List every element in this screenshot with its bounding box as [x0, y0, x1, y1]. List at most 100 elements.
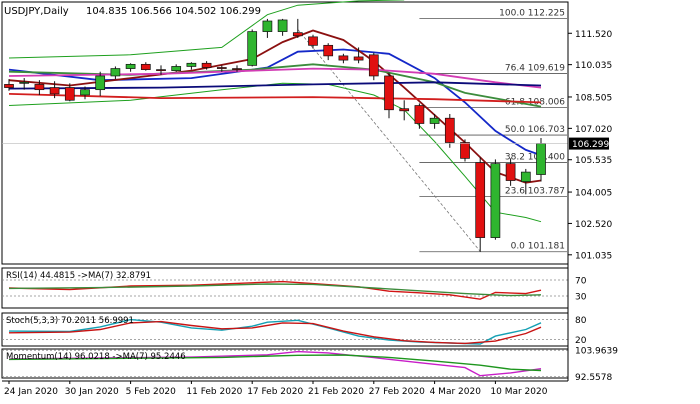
- indicator-level-label: 20: [575, 336, 587, 346]
- indicator-line: [8, 320, 542, 345]
- fib-level-label: 38.2 105.400: [505, 153, 565, 163]
- candle-body: [95, 75, 106, 91]
- y-tick-label: 105.535: [575, 156, 612, 166]
- chart-ohlc: 104.835 106.566 104.502 106.299: [86, 6, 261, 17]
- y-tick-label: 110.035: [575, 61, 612, 71]
- moving-average-line: [8, 48, 542, 157]
- indicator-line: [8, 354, 542, 372]
- indicator-line: [8, 318, 542, 345]
- moving-average-line: [8, 29, 542, 184]
- candle: [277, 18, 288, 36]
- indicator-level-label: 103.9639: [575, 347, 618, 357]
- bollinger-upper-line: [8, 0, 405, 59]
- indicator-level-label: 80: [575, 316, 587, 326]
- moving-average-line: [8, 93, 542, 104]
- candle: [19, 78, 30, 90]
- candle: [171, 64, 182, 72]
- indicator-panels: 70 30 RSI(14) 44.4815 ->MA(7) 32.8791 80 20 S…: [1, 267, 618, 383]
- candle: [64, 83, 75, 102]
- candle: [49, 81, 60, 99]
- indicator-level-label: 92.5578: [575, 373, 612, 383]
- fib-level-label: 23.6 103.787: [505, 187, 565, 197]
- moving-average-line: [8, 81, 542, 90]
- candle-body: [186, 62, 197, 67]
- candle-body: [156, 69, 166, 72]
- candle: [475, 157, 486, 252]
- candle-body: [308, 36, 318, 46]
- candle-body: [64, 87, 75, 101]
- candle-body: [277, 19, 288, 32]
- candle-body: [49, 87, 60, 95]
- candle-body: [384, 75, 394, 111]
- fib-level-label: 0.0 101.181: [511, 242, 565, 252]
- indicator-label: Momentum(14) 96.0218 ->MA(7) 95.2446: [6, 352, 186, 362]
- candle: [384, 72, 394, 119]
- candle-body: [353, 56, 364, 61]
- x-tick-label: 11 Feb 2020: [186, 387, 242, 397]
- candle-body: [292, 32, 303, 37]
- candle: [232, 65, 242, 72]
- current-price-label: 106.299: [572, 140, 609, 150]
- candle: [490, 159, 501, 240]
- candle-body: [368, 54, 379, 77]
- candle: [216, 65, 227, 72]
- candle: [399, 100, 410, 121]
- candle: [80, 86, 90, 100]
- candle-body: [140, 63, 151, 70]
- indicator-level-label: 30: [575, 293, 587, 303]
- candle: [338, 53, 349, 64]
- candle: [95, 71, 106, 97]
- candle-body: [444, 117, 455, 143]
- candle-body: [414, 105, 425, 124]
- candle-body: [247, 31, 258, 66]
- y-tick-label: 111.520: [575, 30, 612, 40]
- x-tick-label: 5 Feb 2020: [126, 387, 177, 397]
- candle-body: [490, 163, 501, 238]
- candle-body: [536, 143, 546, 175]
- candle-body: [216, 67, 227, 69]
- x-tick-label: 17 Feb 2020: [247, 387, 303, 397]
- candle-body: [475, 162, 486, 238]
- candle: [323, 43, 334, 61]
- candle: [353, 47, 364, 64]
- indicator-label: RSI(14) 44.4815 ->MA(7) 32.8791: [6, 271, 151, 281]
- candle: [368, 52, 379, 81]
- candle: [414, 103, 425, 129]
- candle: [140, 62, 151, 71]
- candle: [460, 139, 470, 162]
- axes: 111.520 110.035 108.505 107.020 105.535 104.0…: [2, 2, 612, 397]
- candle: [429, 113, 440, 129]
- fib-level-label: 50.0 106.703: [505, 125, 565, 135]
- candle-body: [80, 89, 90, 96]
- indicator-panel: 80 20 Stoch(5,3,3) 70.2011 56.9991: [1, 312, 587, 347]
- candle-body: [505, 163, 516, 181]
- candle-body: [338, 55, 349, 61]
- candle-body: [201, 62, 212, 68]
- candle-body: [399, 108, 410, 112]
- fib-level-label: 100.0 112.225: [499, 8, 565, 18]
- y-tick-label: 104.005: [575, 189, 612, 199]
- candle: [292, 18, 303, 38]
- candle-body: [110, 68, 121, 77]
- chart-symbol: USDJPY,Daily: [4, 6, 69, 17]
- candle-body: [262, 20, 273, 32]
- candle: [520, 168, 531, 195]
- candle: [125, 63, 136, 72]
- candle-body: [171, 66, 182, 72]
- indicator-line: [8, 283, 542, 297]
- indicator-label: Stoch(5,3,3) 70.2011 56.9991: [6, 316, 134, 326]
- x-tick-label: 21 Feb 2020: [308, 387, 364, 397]
- x-tick-label: 30 Jan 2020: [65, 387, 119, 397]
- x-tick-label: 24 Jan 2020: [4, 387, 58, 397]
- y-tick-label: 102.520: [575, 220, 612, 230]
- y-tick-label: 108.505: [575, 93, 612, 103]
- x-tick-label: 4 Mar 2020: [430, 387, 482, 397]
- current-price-box: [569, 137, 609, 150]
- candle: [247, 29, 258, 67]
- indicator-level-label: 70: [575, 277, 587, 287]
- candle-body: [34, 84, 45, 91]
- candle: [156, 65, 166, 75]
